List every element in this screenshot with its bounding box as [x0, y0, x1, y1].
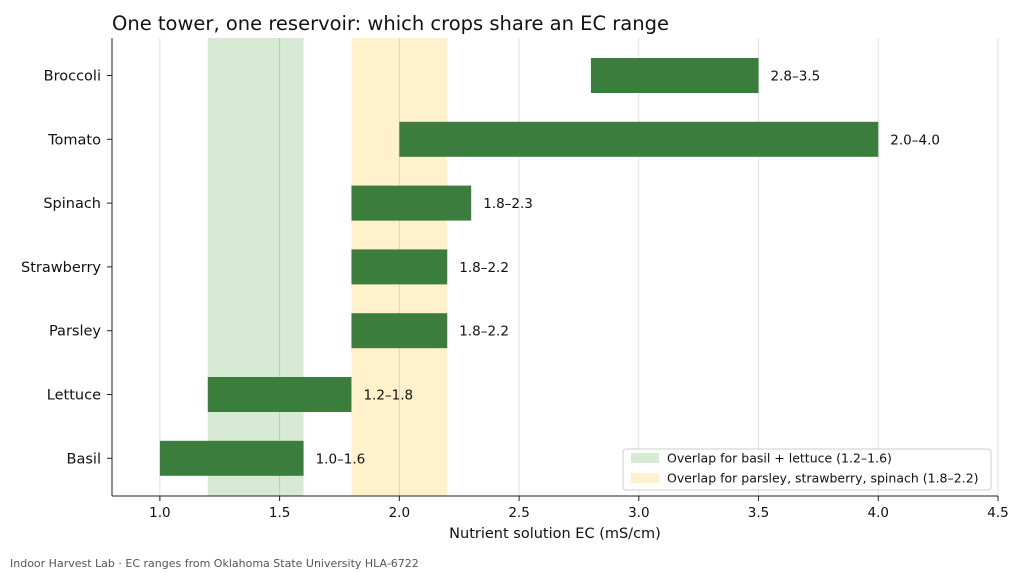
x-tick-label: 4.0 [868, 505, 889, 521]
x-tick-label: 1.5 [269, 505, 290, 521]
data-label-strawberry: 1.8–2.2 [459, 260, 509, 276]
footer-note: Indoor Harvest Lab · EC ranges from Okla… [10, 557, 419, 570]
legend-swatch-1 [631, 453, 659, 463]
data-label-broccoli: 2.8–3.5 [771, 69, 821, 85]
x-ticks: 1.0 1.5 2.0 2.5 3.0 3.5 4.0 4.5 [149, 496, 1009, 521]
legend: Overlap for basil + lettuce (1.2–1.6) Ove… [622, 448, 992, 491]
bar-tomato [399, 121, 879, 157]
range-bars: 1.0–1.6 1.2–1.8 1.8–2.2 1.8–2.2 1.8–2.3 2.0–4… [159, 58, 940, 476]
data-label-basil: 1.0–1.6 [316, 451, 366, 467]
bar-broccoli [590, 58, 759, 93]
bar-spinach [351, 185, 472, 221]
category-label-basil: Basil [67, 451, 101, 467]
category-label-broccoli: Broccoli [44, 69, 101, 85]
x-tick-label: 2.0 [389, 505, 410, 521]
data-label-parsley: 1.8–2.2 [459, 324, 509, 340]
x-tick-label: 3.5 [748, 505, 769, 521]
data-label-spinach: 1.8–2.3 [483, 196, 533, 212]
bar-strawberry [351, 249, 448, 285]
legend-swatch-2 [631, 473, 659, 483]
category-label-parsley: Parsley [49, 324, 101, 340]
x-tick-label: 1.0 [149, 505, 170, 521]
legend-label-2: Overlap for parsley, strawberry, spinach… [667, 471, 979, 486]
category-label-strawberry: Strawberry [21, 260, 101, 276]
x-axis-title: Nutrient solution EC (mS/cm) [449, 526, 661, 542]
bar-parsley [351, 313, 448, 349]
category-label-tomato: Tomato [47, 132, 101, 148]
data-label-lettuce: 1.2–1.8 [363, 388, 413, 404]
chart-title: One tower, one reservoir: which crops sh… [112, 12, 669, 35]
x-tick-label: 2.5 [508, 505, 529, 521]
x-tick-label: 3.0 [628, 505, 649, 521]
y-ticks: Basil Lettuce Parsley Strawberry Spinach Toma… [21, 69, 112, 467]
bar-basil [159, 440, 304, 476]
data-label-tomato: 2.0–4.0 [890, 132, 940, 148]
legend-label-1: Overlap for basil + lettuce (1.2–1.6) [667, 451, 892, 466]
category-label-lettuce: Lettuce [47, 388, 101, 404]
legend-frame [622, 448, 992, 491]
overlap-band-1 [207, 38, 304, 496]
bar-lettuce [207, 377, 352, 412]
x-tick-label: 4.5 [987, 505, 1008, 521]
category-label-spinach: Spinach [43, 196, 101, 212]
